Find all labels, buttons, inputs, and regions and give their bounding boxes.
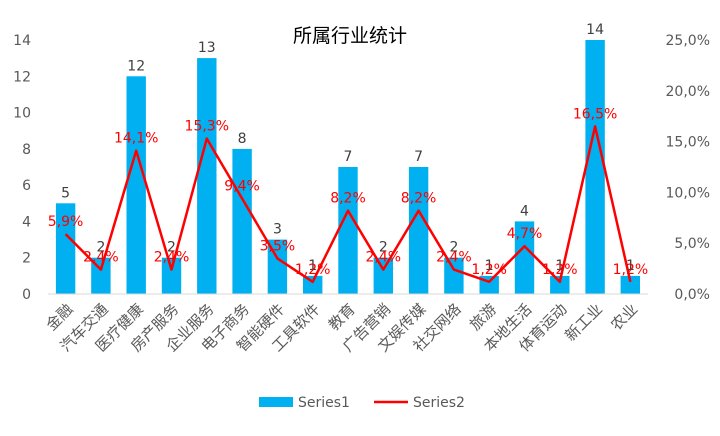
- bar: [373, 257, 393, 294]
- chart-title: 所属行业统计: [293, 25, 407, 47]
- x-axis-tick-label: 新工业: [561, 300, 606, 345]
- left-axis-tick-label: 14: [13, 33, 31, 49]
- line-value-label: 15,3%: [185, 119, 229, 135]
- line-value-label: 4,7%: [507, 226, 543, 242]
- bar: [161, 257, 182, 294]
- line-value-label: 2,4%: [366, 250, 402, 266]
- bar: [444, 257, 464, 294]
- bar: [232, 148, 252, 294]
- left-axis-tick-label: 2: [22, 251, 31, 267]
- bar: [267, 239, 288, 294]
- bar-value-label: 8: [238, 131, 247, 147]
- bar: [126, 76, 146, 294]
- legend: Series1 Series2: [259, 395, 465, 411]
- line-value-label: 1,2%: [542, 262, 578, 278]
- line-value-label: 2,4%: [154, 250, 190, 266]
- bar-value-label: 7: [414, 149, 423, 165]
- right-axis-tick-label: 20,0%: [666, 84, 710, 100]
- line-value-label: 14,1%: [114, 131, 158, 147]
- right-axis-tick-label: 15,0%: [666, 135, 710, 151]
- left-axis-tick-label: 12: [13, 69, 31, 85]
- line-labels: 5,9% 2,4% 14,1% 2,4% 15,3% 9,4% 3,5% 1,2% 8,2% 2,…: [48, 106, 648, 277]
- left-axis-tick-label: 8: [22, 142, 31, 158]
- line-value-label: 3,5%: [260, 238, 296, 254]
- bar-value-label: 3: [273, 222, 282, 238]
- bar-value-label: 1: [626, 258, 635, 274]
- x-axis-tick-label: 农业: [607, 300, 641, 334]
- bar-value-label: 13: [198, 40, 216, 56]
- right-axis-tick-label: 10,0%: [666, 185, 710, 201]
- line-value-label: 16,5%: [573, 106, 617, 122]
- line-value-label: 2,4%: [83, 250, 119, 266]
- bar: [55, 203, 76, 294]
- line-value-label: 1,2%: [613, 262, 649, 278]
- left-axis-tick-label: 10: [13, 106, 31, 122]
- line-value-label: 1,2%: [295, 262, 331, 278]
- bar-value-label: 12: [127, 58, 145, 74]
- bar-value-label: 5: [61, 185, 70, 201]
- bar-value-label: 1: [308, 258, 317, 274]
- bar: [585, 40, 605, 294]
- bar: [620, 275, 640, 294]
- bar-value-label: 2: [167, 240, 176, 256]
- line-value-label: 9,4%: [224, 179, 260, 195]
- left-axis-tick-label: 6: [22, 178, 31, 194]
- bar-value-label: 2: [96, 240, 105, 256]
- right-axis-tick-label: 5,0%: [674, 236, 710, 252]
- left-axis: 0 2 4 6 8 10 12 14: [13, 33, 31, 303]
- line-value-label: 1,2%: [471, 262, 507, 278]
- bar-value-label: 2: [449, 240, 458, 256]
- bar-value-label: 1: [555, 258, 564, 274]
- right-axis: 0,0% 5,0% 10,0% 15,0% 20,0% 25,0%: [666, 33, 710, 303]
- bar: [303, 275, 323, 294]
- bar-series: [55, 40, 640, 294]
- bar-value-label: 4: [520, 203, 529, 219]
- line-value-label: 8,2%: [401, 191, 437, 207]
- bar-value-label: 14: [586, 22, 604, 38]
- bar: [338, 167, 358, 294]
- line-value-label: 2,4%: [436, 250, 472, 266]
- bar-value-label: 7: [344, 149, 353, 165]
- line-series: [64, 125, 632, 284]
- bar: [197, 58, 217, 294]
- bar: [514, 221, 535, 294]
- left-axis-tick-label: 4: [22, 214, 31, 230]
- line-value-label: 8,2%: [330, 191, 366, 207]
- right-axis-tick-label: 0,0%: [674, 287, 710, 303]
- bar: [91, 257, 111, 294]
- bar-value-label: 2: [379, 240, 388, 256]
- series-line: [64, 125, 632, 284]
- bar-value-label: 1: [485, 258, 494, 274]
- right-axis-tick-label: 25,0%: [666, 33, 710, 49]
- line-value-label: 5,9%: [48, 214, 84, 230]
- bar: [408, 167, 429, 294]
- left-axis-tick-label: 0: [22, 287, 31, 303]
- bar: [550, 275, 570, 294]
- legend-swatch-series1: [259, 397, 293, 407]
- legend-label-series1: Series1: [298, 395, 350, 411]
- legend-label-series2: Series2: [413, 395, 465, 411]
